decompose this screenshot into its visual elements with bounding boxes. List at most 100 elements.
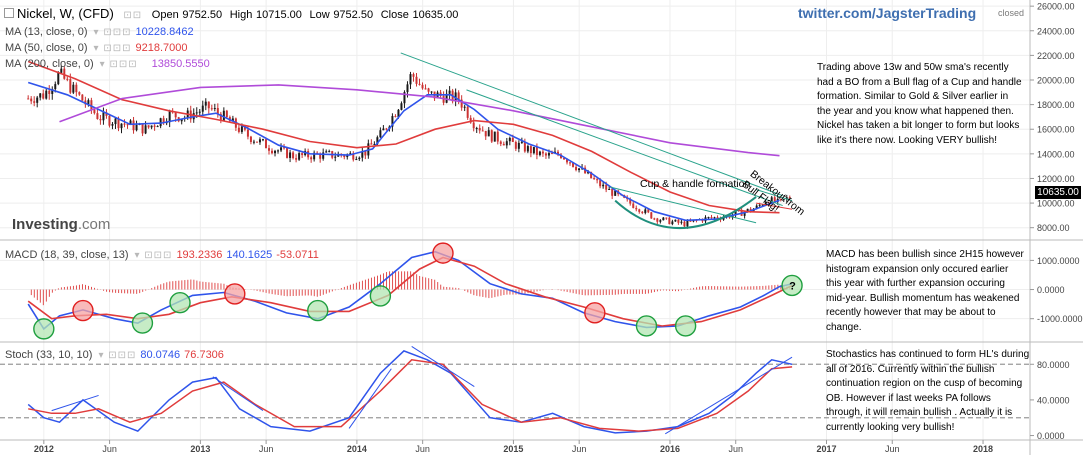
- candle-body-132: [424, 88, 427, 90]
- candles: [27, 65, 791, 229]
- candle-body-43: [156, 126, 159, 128]
- macd-value-3: -53.0711: [276, 249, 319, 261]
- ma13-line: [27, 81, 780, 222]
- price-axis-label-4: 18000.00: [1037, 100, 1075, 110]
- price-axis-label-8: 10000.00: [1037, 199, 1075, 209]
- macd-green-circle-5: [307, 299, 329, 322]
- candle-body-212: [665, 217, 668, 219]
- candle-body-231: [722, 217, 725, 220]
- candle-body-134: [430, 91, 433, 93]
- candle-body-3: [36, 97, 39, 103]
- x-label-4: 2014: [347, 444, 367, 454]
- candle-body-105: [343, 155, 346, 158]
- macd-green-circle-11: [781, 274, 803, 297]
- stoch-legend[interactable]: Stoch (33, 10, 10) ▾ ⊡⊡⊡ 80.0746 76.7306: [5, 349, 224, 362]
- candle-body-213: [668, 217, 671, 225]
- candle-body-35: [132, 120, 135, 131]
- candle-body-210: [659, 220, 662, 222]
- stoch-trendline-1: [212, 376, 264, 412]
- candle-body-130: [418, 83, 421, 85]
- candle-body-32: [123, 123, 126, 125]
- candle-body-99: [325, 151, 328, 153]
- candle-body-143: [457, 92, 460, 100]
- candle-body-62: [213, 108, 216, 110]
- macd-controls[interactable]: ▾ ⊡⊡⊡: [134, 250, 173, 261]
- candle-body-119: [385, 128, 388, 130]
- candle-body-12: [63, 68, 66, 79]
- candle-body-16: [75, 84, 78, 93]
- macd-green-circle-6: [369, 285, 392, 307]
- macd-green-circle-2: [131, 312, 154, 334]
- candle-body-33: [126, 124, 129, 126]
- candle-body-165: [523, 141, 526, 152]
- grid-lines: [0, 0, 1030, 440]
- ma200-value: 13850.5550: [151, 58, 210, 70]
- candle-body-1: [30, 98, 33, 102]
- candle-body-79: [264, 139, 267, 149]
- candle-body-61: [210, 108, 213, 110]
- candle-body-159: [505, 141, 508, 146]
- candle-body-152: [484, 130, 487, 137]
- candle-body-39: [144, 125, 147, 134]
- ma200-legend[interactable]: MA (200, close, 0) ▾ ⊡⊡⊡ 13850.5550: [5, 58, 210, 71]
- collapse-icon[interactable]: [4, 8, 14, 18]
- ma13-controls[interactable]: ▾ ⊡⊡⊡: [93, 27, 132, 38]
- macd-green-circle-9: [635, 315, 658, 337]
- candle-body-70: [237, 127, 240, 132]
- candle-body-122: [394, 116, 397, 118]
- stoch-axis-label-1: 40.0000: [1037, 395, 1070, 405]
- price-axis-label-1: 24000.00: [1037, 26, 1075, 36]
- candle-body-11: [60, 68, 63, 73]
- stoch-axis-label-2: 0.0000: [1037, 431, 1065, 441]
- ma50-legend[interactable]: MA (50, close, 0) ▾ ⊡⊡⊡ 9218.7000: [5, 42, 187, 55]
- candle-body-34: [129, 120, 132, 125]
- candle-body-41: [150, 125, 153, 128]
- macd-legend[interactable]: MACD (18, 39, close, 13) ▾ ⊡⊡⊡ 193.2336 140…: [5, 249, 319, 262]
- candle-body-174: [550, 153, 553, 155]
- candle-body-6: [45, 90, 48, 99]
- candle-body-202: [635, 207, 638, 210]
- candle-body-238: [743, 211, 746, 216]
- candle-body-173: [547, 153, 550, 156]
- price-axis-label-5: 16000.00: [1037, 125, 1075, 135]
- macd-green-circle-0: [33, 318, 55, 340]
- candle-body-234: [731, 214, 734, 218]
- candle-body-201: [632, 203, 635, 208]
- candle-body-186: [587, 171, 590, 174]
- candle-body-89: [295, 158, 298, 160]
- candle-body-102: [334, 156, 337, 158]
- candle-body-107: [349, 153, 352, 155]
- candle-body-171: [541, 151, 544, 154]
- macd-red-circle-4: [224, 283, 246, 305]
- x-label-11: Jun: [885, 444, 900, 454]
- ma13-legend[interactable]: MA (13, close, 0) ▾ ⊡⊡⊡ 10228.8462: [5, 26, 194, 39]
- price-axis-label-9: 8000.00: [1037, 223, 1070, 233]
- candle-body-91: [301, 153, 304, 156]
- candle-body-44: [159, 118, 162, 127]
- ma13-label: MA (13, close, 0): [5, 26, 88, 38]
- candle-body-109: [355, 159, 358, 161]
- stoch-controls[interactable]: ▾ ⊡⊡⊡: [98, 350, 137, 361]
- macd-value-1: 193.2336: [176, 249, 223, 261]
- twitter-handle[interactable]: twitter.com/JagsterTrading: [798, 5, 977, 21]
- price-axis-label-3: 20000.00: [1037, 76, 1075, 86]
- trendline-upper: [400, 52, 783, 197]
- candle-body-144: [460, 99, 463, 108]
- candle-body-251: [782, 199, 785, 201]
- candle-body-18: [81, 94, 84, 101]
- last-price-label: 10635.00: [1035, 186, 1081, 199]
- header-controls[interactable]: ⊡⊡: [123, 10, 143, 21]
- candle-body-243: [758, 204, 761, 206]
- candle-body-71: [240, 126, 243, 132]
- candle-body-217: [680, 221, 683, 223]
- candle-body-21: [90, 100, 93, 110]
- stoch-annotation-note: Stochastics has continued to form HL's d…: [826, 349, 1030, 433]
- ma200-controls[interactable]: ▾ ⊡⊡⊡: [99, 59, 138, 70]
- candle-body-66: [225, 110, 228, 118]
- x-label-2: 2013: [190, 444, 210, 454]
- ma50-controls[interactable]: ▾ ⊡⊡⊡: [93, 43, 132, 54]
- candle-body-57: [198, 111, 201, 113]
- candle-body-94: [310, 157, 313, 160]
- candle-body-169: [535, 147, 538, 155]
